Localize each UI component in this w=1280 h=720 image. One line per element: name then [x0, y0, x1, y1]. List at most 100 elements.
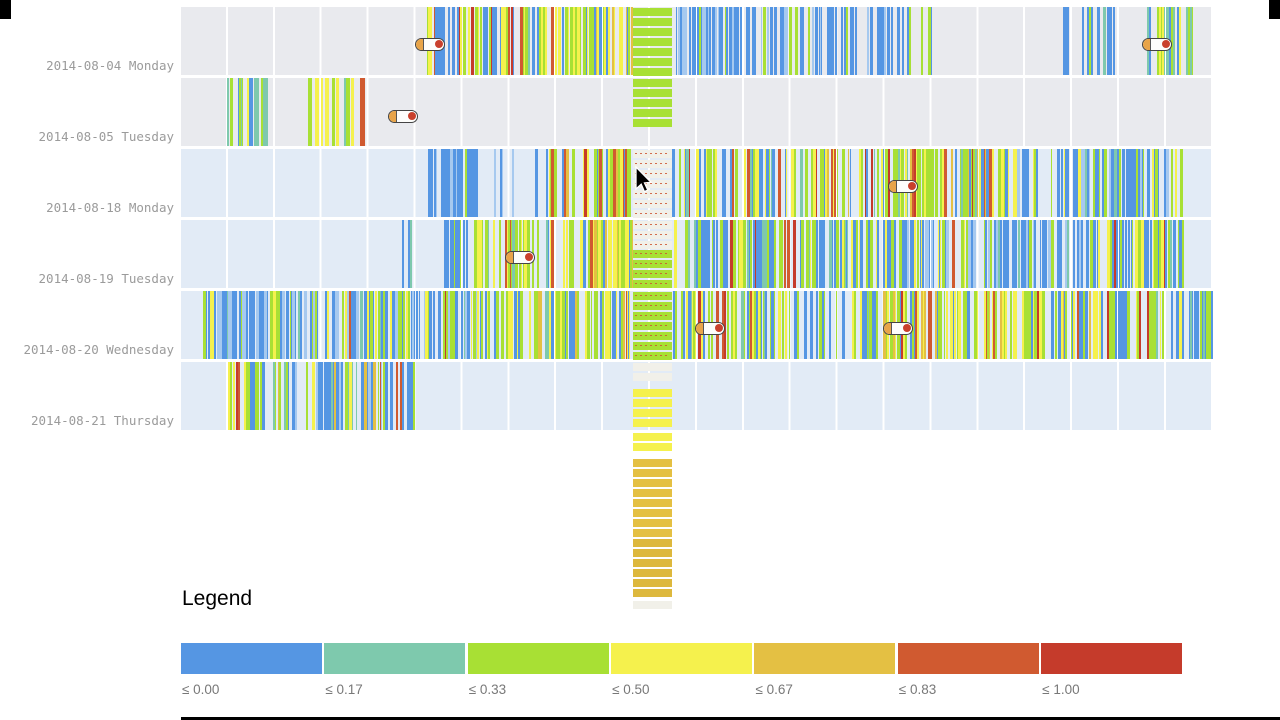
center-histogram-bar: [633, 292, 672, 300]
center-histogram-bar: [633, 479, 672, 487]
value-stripe: [816, 291, 819, 359]
value-stripe: [585, 7, 588, 75]
value-stripe: [1136, 291, 1139, 359]
value-stripe: [672, 149, 676, 217]
value-stripe: [926, 149, 929, 217]
value-stripe: [790, 149, 794, 217]
value-stripe: [1033, 220, 1037, 288]
value-stripe: [1189, 7, 1192, 75]
value-stripe: [1173, 220, 1176, 288]
value-stripe: [805, 149, 809, 217]
window-edge: [181, 717, 1280, 720]
value-stripe: [1029, 220, 1033, 288]
value-stripe: [546, 291, 550, 359]
center-histogram-bar: [633, 499, 672, 507]
value-stripe: [575, 291, 577, 359]
value-stripe: [867, 7, 869, 75]
cigarette-tip: [525, 253, 533, 261]
value-stripe: [753, 7, 757, 75]
value-stripe: [1000, 291, 1003, 359]
cigarette-marker-icon[interactable]: [505, 251, 535, 264]
value-stripe: [493, 7, 496, 75]
value-stripe: [913, 220, 916, 288]
cigarette-marker-icon[interactable]: [415, 38, 445, 51]
value-stripe: [555, 7, 557, 75]
value-stripe: [749, 291, 752, 359]
value-stripe: [600, 291, 603, 359]
value-stripe: [470, 291, 473, 359]
value-stripe: [704, 149, 707, 217]
value-stripe: [906, 7, 910, 75]
value-stripe: [620, 220, 623, 288]
value-stripe: [769, 220, 772, 288]
value-stripe: [829, 220, 832, 288]
center-histogram-bar: [633, 250, 672, 258]
value-stripe: [799, 7, 803, 75]
cigarette-marker-icon[interactable]: [388, 110, 418, 123]
value-stripe: [509, 291, 512, 359]
value-stripe: [532, 7, 535, 75]
cigarette-marker-icon[interactable]: [1142, 38, 1172, 51]
center-histogram-bar: [633, 589, 672, 597]
value-stripe: [379, 291, 382, 359]
value-stripe: [897, 7, 899, 75]
value-stripe: [674, 291, 678, 359]
value-stripe: [534, 291, 537, 359]
value-stripe: [475, 7, 479, 75]
value-stripe: [351, 78, 354, 146]
value-stripe: [723, 291, 726, 359]
value-stripe: [721, 149, 724, 217]
legend-bin: ≤ 0.83: [897, 643, 1039, 697]
value-stripe: [866, 220, 868, 288]
value-stripe: [615, 220, 619, 288]
center-histogram-bar: [633, 332, 672, 340]
value-stripe: [590, 291, 593, 359]
center-histogram-bar: [633, 509, 672, 517]
value-stripe: [739, 220, 742, 288]
value-stripe: [384, 291, 388, 359]
value-stripe: [675, 7, 678, 75]
value-stripe: [1124, 220, 1128, 288]
value-stripe: [950, 149, 953, 217]
value-stripe: [349, 362, 353, 430]
value-stripe: [246, 78, 250, 146]
value-stripe: [820, 149, 824, 217]
value-stripe: [742, 291, 746, 359]
value-stripe: [870, 149, 874, 217]
value-stripe: [800, 220, 803, 288]
value-stripe: [572, 7, 576, 75]
value-stripe: [583, 7, 586, 75]
value-stripe: [1108, 149, 1112, 217]
value-stripe: [619, 220, 622, 288]
center-histogram-bar: [633, 539, 672, 547]
value-stripe: [1109, 7, 1113, 75]
cigarette-marker-icon[interactable]: [888, 180, 918, 193]
cigarette-marker-icon[interactable]: [695, 322, 725, 335]
value-stripe: [685, 220, 688, 288]
value-stripe: [753, 291, 756, 359]
value-stripe: [551, 7, 555, 75]
value-stripe: [624, 149, 627, 217]
value-stripe: [860, 291, 863, 359]
value-stripe: [987, 149, 991, 217]
value-stripe: [924, 291, 926, 359]
value-stripe: [356, 291, 359, 359]
value-stripe: [1066, 149, 1069, 217]
value-stripe: [696, 7, 699, 75]
value-stripe: [959, 149, 962, 217]
value-stripe: [1025, 220, 1028, 288]
value-stripe: [788, 7, 792, 75]
cigarette-marker-icon[interactable]: [883, 322, 913, 335]
value-stripe: [586, 149, 589, 217]
value-stripe: [1092, 291, 1095, 359]
value-stripe: [473, 220, 477, 288]
value-stripe: [1159, 291, 1162, 359]
value-stripe: [219, 291, 223, 359]
legend-bin-label: ≤ 0.50: [612, 682, 650, 697]
value-stripe: [814, 7, 817, 75]
value-stripe: [900, 220, 902, 288]
value-stripe: [751, 7, 755, 75]
value-stripe: [379, 362, 382, 430]
value-stripe: [715, 220, 719, 288]
center-histogram-bar: [633, 18, 672, 26]
